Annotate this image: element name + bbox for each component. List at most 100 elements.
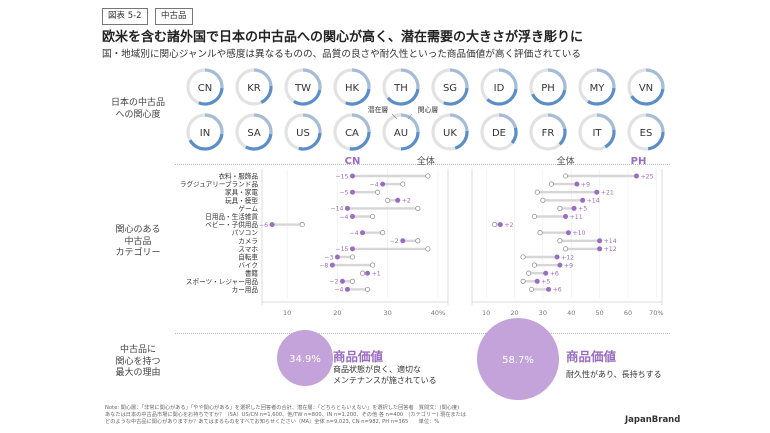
ph-diff-label: +9: [581, 181, 590, 188]
ph-value-dot: [633, 173, 639, 179]
cn-value-dot: [365, 270, 371, 276]
ph-overall-dot: [526, 270, 532, 276]
category-label-0: 衣料・服飾品: [218, 172, 258, 181]
cn-diff-label: −2: [390, 238, 399, 245]
ring-interested-es: [647, 131, 665, 151]
ph-overall-dot: [563, 246, 569, 252]
ring-interested-cn: [198, 87, 224, 106]
cn-diff-label: +2: [402, 198, 411, 205]
ph-diff-label: +12: [604, 246, 617, 253]
ph-value-dot: [497, 222, 503, 228]
category-label-6: ベビー・子供用品: [205, 220, 258, 229]
footnote: Note: 関心層：「非常に関心がある」「やや関心がある」を選択した回答者の合計…: [105, 405, 466, 425]
ring-interested-th: [386, 88, 420, 106]
ring-interested-ph: [531, 89, 567, 106]
ph-diff-label: +11: [570, 214, 583, 221]
cn-diff-label: −4: [339, 214, 348, 221]
cn-overall-dot: [375, 189, 381, 195]
cn-diff-label: −8: [319, 262, 328, 269]
ph-diff-label: +14: [604, 238, 617, 245]
category-label-10: 自転車: [238, 253, 258, 262]
category-label-1: ラグジュアリーブランド品: [180, 180, 259, 189]
ph-value-dot: [565, 230, 571, 236]
ph-overall-dot: [548, 181, 554, 187]
cn-value-dot: [334, 254, 340, 260]
ph-tick-label: 30: [539, 309, 547, 317]
ph-value-dot: [557, 262, 563, 268]
cn-overall-dot: [415, 205, 421, 211]
cn-value-dot: [395, 197, 401, 203]
ph-overall-dot: [492, 222, 498, 228]
country-label-us: US: [296, 128, 310, 139]
ph-value-dot: [597, 238, 603, 244]
cn-overall-dot: [349, 278, 356, 284]
ring-interested-sg: [443, 87, 469, 106]
ring-latent-kr: [253, 68, 273, 87]
cn-overall-dot: [370, 262, 376, 268]
section-label-reason: 中古品に 関心を持つ 最大の理由: [115, 345, 161, 378]
ring-latent-ph: [547, 68, 567, 91]
ph-diff-label: +2: [504, 222, 513, 229]
cn-value-dot: [349, 189, 355, 195]
category-label-4: ゲーム: [238, 204, 258, 213]
reason-value-0: 34.9%: [289, 354, 321, 365]
ring-latent-sg: [449, 68, 469, 89]
ph-diff-label: +9: [564, 262, 573, 269]
section-label-categories: 関心のある 中古品 カテゴリー: [115, 225, 161, 258]
page-title: 欧米を含む諸外国で日本の中古品への関心が高く、潜在需要の大きさが浮き彫りに: [102, 30, 584, 45]
country-label-in: IN: [200, 128, 210, 139]
ring-latent-de: [498, 113, 518, 129]
ph-diff-label: +6: [553, 287, 562, 294]
cn-value-dot: [269, 222, 275, 228]
ph-tick-label: 50: [595, 309, 603, 317]
country-label-it: IT: [592, 128, 602, 139]
ring-latent-us: [302, 113, 322, 134]
country-label-uk: UK: [443, 128, 457, 139]
cn-overall-dot: [359, 270, 366, 276]
cn-diff-label: +1: [372, 271, 381, 278]
cn-header-label: CN: [345, 156, 361, 167]
cn-value-dot: [344, 205, 350, 211]
cn-diff-label: −4: [370, 181, 379, 188]
category-label-2: 家具・家電: [225, 188, 258, 197]
ph-diff-label: +5: [578, 206, 587, 213]
divider-bottom: [175, 333, 670, 334]
ring-interested-it: [604, 129, 616, 149]
ring-interested-de: [510, 127, 518, 144]
section-label-interest: 日本の中古品 への関心度: [110, 98, 165, 120]
cn-diff-label: −3: [324, 254, 333, 261]
country-label-tw: TW: [294, 83, 311, 94]
cn-tick-label: 30: [384, 309, 392, 317]
ring-latent-hk: [351, 68, 371, 90]
cn-value-dot: [349, 246, 355, 252]
legend-latent: 潜在層: [368, 105, 389, 114]
cn-tick-label: 10: [283, 309, 291, 317]
category-label-7: パソコン: [232, 229, 259, 237]
ph-diff-label: +10: [572, 230, 585, 237]
ring-interested-id: [486, 88, 518, 106]
ring-latent-uk: [449, 113, 469, 132]
reason-title-ph: 商品価値: [566, 349, 617, 364]
country-label-sa: SA: [247, 128, 261, 139]
cn-overall-dot: [349, 254, 356, 260]
ph-value-dot: [543, 270, 549, 276]
cn-diff-label: −5: [339, 190, 348, 197]
ph-overall-dot: [520, 278, 526, 284]
ring-latent-ca: [351, 113, 371, 133]
ph-overall-dot: [531, 262, 537, 268]
ph-overall-dot: [534, 189, 540, 195]
ph-value-dot: [554, 254, 560, 260]
cn-tick-label: 40%: [431, 309, 445, 317]
ring-interested-sa: [245, 133, 273, 151]
ring-interested-my: [587, 87, 616, 106]
country-label-my: MY: [590, 83, 606, 94]
ring-interested-uk: [454, 130, 469, 150]
cn-overall-dot: [425, 173, 431, 179]
country-label-ph: PH: [541, 83, 555, 94]
category-label-12: 書籍: [245, 269, 259, 278]
reason-desc-cn: 商品状態が良く、適切な メンテナンスが施されている: [333, 365, 437, 385]
ring-interested-ca: [349, 131, 371, 151]
country-label-ca: CA: [345, 128, 359, 139]
ph-overall-dot: [557, 205, 563, 211]
